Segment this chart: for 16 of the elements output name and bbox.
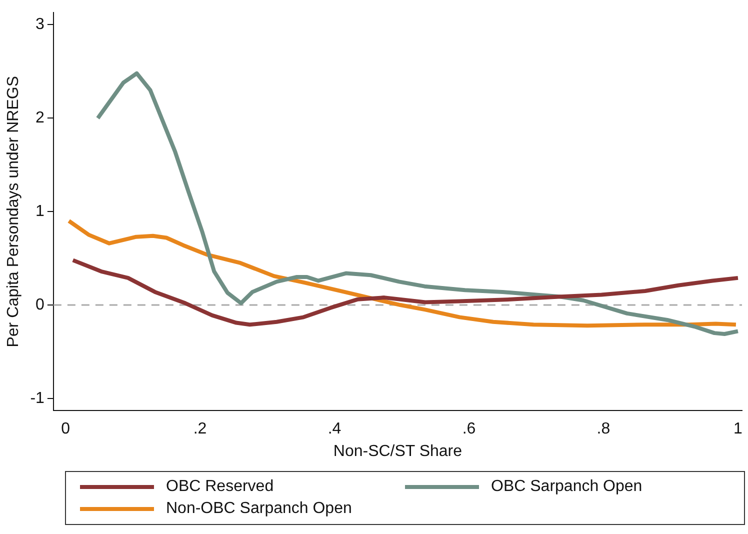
- y-tick-label: 0: [36, 296, 45, 314]
- x-tick-label: 0: [61, 420, 70, 438]
- x-tick-label: .2: [193, 420, 207, 438]
- x-tick-label: .6: [462, 420, 476, 438]
- y-tick-label: -1: [30, 390, 45, 407]
- legend-label: OBC Reserved: [166, 478, 274, 496]
- legend-label: OBC Sarpanch Open: [491, 478, 642, 496]
- y-tick-label: 1: [36, 203, 45, 220]
- y-tick-label: 2: [36, 110, 45, 127]
- y-axis-title: Per Capita Persondays under NREGS: [5, 76, 22, 348]
- x-axis-title: Non-SC/ST Share: [333, 442, 462, 460]
- y-tick-label: 3: [36, 16, 45, 34]
- legend-label: Non-OBC Sarpanch Open: [166, 500, 352, 518]
- x-tick-label: 1: [734, 420, 743, 438]
- x-tick-label: .8: [596, 420, 610, 438]
- x-tick-label: .4: [328, 420, 342, 438]
